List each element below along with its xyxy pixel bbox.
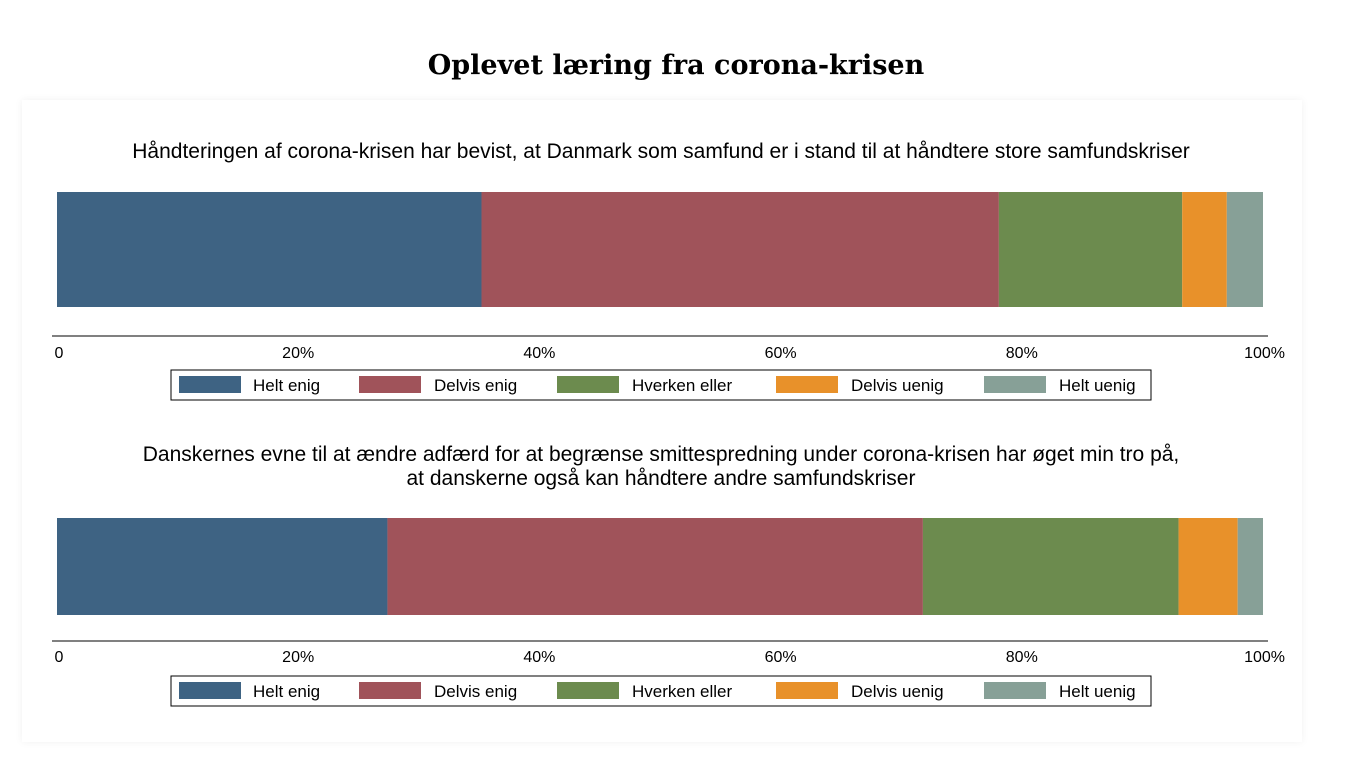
x-tick-label: 20% [282,345,314,362]
bar-segment-3 [922,518,1179,615]
legend-swatch-1 [179,682,241,699]
bar-segment-5 [1226,192,1263,307]
bar-segment-2 [481,192,999,307]
chart-2-title-line: at danskerne også kan håndtere andre sam… [407,467,916,490]
legend-swatch-4 [776,376,838,393]
legend-label-5: Helt uenig [1059,376,1136,395]
chart-2-title-line: Danskernes evne til at ændre adfærd for … [143,443,1180,466]
legend-label-2: Delvis enig [434,682,517,701]
bar-segment-1 [57,192,482,307]
page-title: Oplevet læring fra corona-krisen [427,50,925,81]
legend-label-3: Hverken eller [632,682,732,701]
legend-swatch-4 [776,682,838,699]
x-tick-label: 100% [1244,345,1285,362]
legend-swatch-2 [359,682,421,699]
legend-swatch-3 [557,682,619,699]
bar-segment-2 [387,518,923,615]
legend-swatch-1 [179,376,241,393]
legend-swatch-5 [984,682,1046,699]
x-tick-label: 40% [523,345,555,362]
x-tick-label: 80% [1006,649,1038,666]
x-tick-label: 0 [55,345,64,362]
legend-label-5: Helt uenig [1059,682,1136,701]
bar-segment-3 [998,192,1183,307]
legend-label-4: Delvis uenig [851,682,944,701]
chart-1-title-line: Håndteringen af corona-krisen har bevist… [132,140,1190,163]
bar-segment-4 [1178,518,1238,615]
legend-label-2: Delvis enig [434,376,517,395]
x-tick-label: 0 [55,649,64,666]
legend-swatch-5 [984,376,1046,393]
legend-label-3: Hverken eller [632,376,732,395]
legend-label-1: Helt enig [253,376,320,395]
bar-segment-1 [57,518,388,615]
x-tick-label: 40% [523,649,555,666]
legend-label-4: Delvis uenig [851,376,944,395]
bar-segment-4 [1182,192,1227,307]
legend-label-1: Helt enig [253,682,320,701]
legend-swatch-2 [359,376,421,393]
x-tick-label: 60% [765,345,797,362]
bar-segment-5 [1237,518,1263,615]
x-tick-label: 60% [765,649,797,666]
legend-swatch-3 [557,376,619,393]
x-tick-label: 80% [1006,345,1038,362]
x-tick-label: 100% [1244,649,1285,666]
x-tick-label: 20% [282,649,314,666]
